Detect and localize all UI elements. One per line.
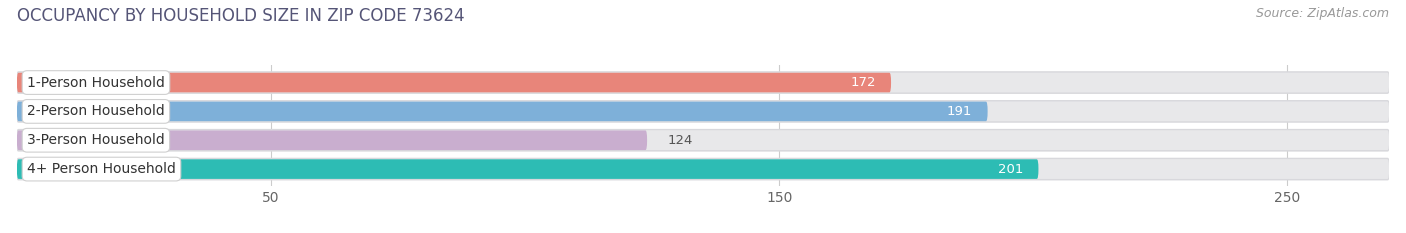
FancyBboxPatch shape <box>17 130 1389 150</box>
Text: 191: 191 <box>948 105 973 118</box>
FancyBboxPatch shape <box>17 73 891 92</box>
FancyBboxPatch shape <box>17 130 1389 151</box>
Text: 124: 124 <box>668 134 693 147</box>
FancyBboxPatch shape <box>17 102 1389 121</box>
Text: 2-Person Household: 2-Person Household <box>27 104 165 118</box>
FancyBboxPatch shape <box>17 101 1389 122</box>
FancyBboxPatch shape <box>17 130 647 150</box>
FancyBboxPatch shape <box>17 159 1039 179</box>
FancyBboxPatch shape <box>17 73 1389 92</box>
FancyBboxPatch shape <box>17 72 1389 93</box>
Text: 201: 201 <box>998 163 1024 176</box>
Text: 3-Person Household: 3-Person Household <box>27 133 165 147</box>
FancyBboxPatch shape <box>17 159 1389 180</box>
Text: Source: ZipAtlas.com: Source: ZipAtlas.com <box>1256 7 1389 20</box>
Text: OCCUPANCY BY HOUSEHOLD SIZE IN ZIP CODE 73624: OCCUPANCY BY HOUSEHOLD SIZE IN ZIP CODE … <box>17 7 464 25</box>
FancyBboxPatch shape <box>17 159 1389 179</box>
Text: 4+ Person Household: 4+ Person Household <box>27 162 176 176</box>
Text: 172: 172 <box>851 76 876 89</box>
Text: 1-Person Household: 1-Person Household <box>27 75 165 89</box>
FancyBboxPatch shape <box>17 102 987 121</box>
